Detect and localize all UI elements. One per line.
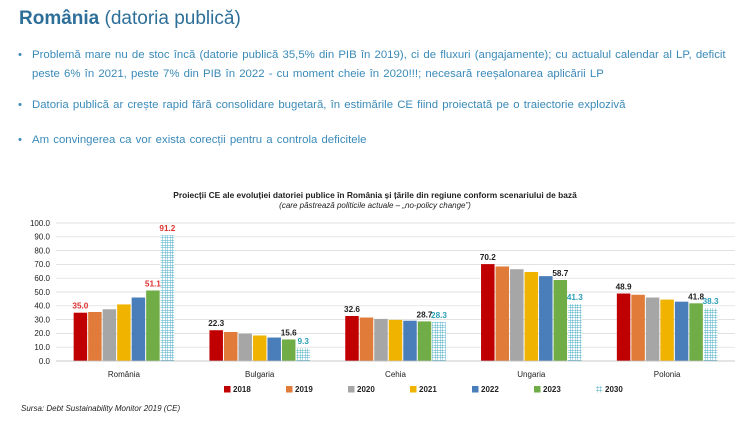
- y-tick-label: 50.0: [34, 288, 50, 297]
- data-label: 28.7: [417, 310, 433, 319]
- bullet-dot-icon: •: [18, 134, 22, 146]
- legend-swatch: [224, 386, 231, 393]
- legend-swatch: [410, 386, 417, 393]
- data-label: 35.0: [72, 302, 88, 311]
- data-label: 9.3: [298, 337, 310, 346]
- bar-2020: [102, 309, 117, 361]
- bar-2019: [88, 312, 102, 361]
- bar-2023: [281, 339, 296, 361]
- bar-2023: [146, 290, 160, 361]
- bar-2022: [539, 276, 553, 361]
- bar-2030: [432, 321, 446, 361]
- bullet-list: • Problemă mare nu de stoc încă (datorie …: [16, 46, 734, 150]
- legend-label: 2022: [481, 385, 499, 394]
- legend-swatch: [286, 386, 293, 393]
- legend-swatch: [348, 386, 355, 393]
- legend-label: 2018: [233, 385, 251, 394]
- y-tick-label: 70.0: [34, 260, 50, 269]
- bar-2021: [388, 319, 403, 361]
- data-label: 15.6: [281, 328, 297, 337]
- bar-2020: [238, 333, 252, 361]
- y-tick-label: 100.0: [30, 219, 51, 228]
- y-tick-label: 10.0: [34, 343, 50, 352]
- bar-2021: [524, 271, 539, 361]
- data-label: 28.3: [431, 311, 447, 320]
- y-tick-label: 90.0: [34, 233, 50, 242]
- x-category-label: România: [108, 370, 141, 379]
- bullet-dot-icon: •: [18, 99, 22, 111]
- bar-2021: [252, 335, 267, 361]
- x-category-label: Ungaria: [517, 370, 546, 379]
- data-label: 38.3: [703, 297, 719, 306]
- source-note: Sursa: Debt Sustainability Monitor 2019 …: [21, 404, 181, 413]
- y-tick-label: 0.0: [39, 357, 51, 366]
- legend-swatch: [534, 386, 541, 393]
- bar-2030: [703, 308, 718, 361]
- bar-2022: [403, 320, 417, 361]
- data-label: 32.6: [344, 305, 360, 314]
- data-label: 22.3: [208, 319, 224, 328]
- bar-2019: [631, 294, 645, 361]
- data-label: 91.2: [159, 224, 175, 233]
- y-tick-label: 20.0: [34, 329, 50, 338]
- legend-label: 2019: [295, 385, 313, 394]
- title-topic: (datoria publică): [99, 8, 241, 29]
- legend-label: 2020: [357, 385, 375, 394]
- bar-2018: [616, 293, 631, 361]
- bullet-text: Datoria publică ar crește rapid fără con…: [32, 99, 626, 111]
- bar-2030: [568, 304, 582, 361]
- data-label: 41.8: [688, 292, 704, 301]
- bar-2023: [689, 303, 703, 361]
- bar-2023: [553, 279, 568, 361]
- chart-subtitle: (care păstrează politicile actuale – „no…: [279, 201, 471, 210]
- bullet-item: • Datoria publică ar crește rapid fără co…: [16, 96, 734, 115]
- bar-2022: [267, 337, 281, 361]
- y-tick-label: 60.0: [34, 274, 50, 283]
- x-category-label: Bulgaria: [245, 370, 275, 379]
- bar-2022: [131, 297, 146, 361]
- y-tick-label: 30.0: [34, 315, 50, 324]
- bar-2019: [359, 317, 374, 361]
- bar-2018: [481, 264, 495, 361]
- data-label: 48.9: [616, 283, 632, 292]
- bullet-item: • Am convingerea ca vor exista corecții p…: [16, 131, 734, 150]
- data-label: 70.2: [480, 253, 496, 262]
- bullet-text: Am convingerea ca vor exista corecții pe…: [32, 134, 367, 146]
- data-label: 41.3: [567, 293, 583, 302]
- bullet-text: Problemă mare nu de stoc încă (datorie p…: [32, 49, 726, 80]
- legend-label: 2021: [419, 385, 437, 394]
- y-tick-label: 80.0: [34, 246, 50, 255]
- data-label: 51.1: [145, 279, 161, 288]
- bar-2020: [510, 269, 524, 361]
- slide-title: România (datoria publică): [19, 8, 241, 30]
- y-tick-label: 40.0: [34, 302, 50, 311]
- legend-swatch: [472, 386, 479, 393]
- legend-label: 2030: [605, 385, 623, 394]
- legend-swatch: [596, 386, 603, 393]
- bar-2030: [160, 235, 175, 361]
- title-country: România: [19, 8, 100, 29]
- bullet-dot-icon: •: [18, 49, 22, 61]
- data-label: 58.7: [552, 269, 568, 278]
- chart-title: Proiecții CE ale evoluției datoriei publ…: [173, 190, 577, 200]
- bar-2023: [417, 321, 432, 361]
- bar-2018: [209, 330, 223, 361]
- bar-2021: [117, 304, 131, 361]
- bar-2022: [674, 301, 689, 361]
- bar-2019: [495, 266, 510, 361]
- bar-2020: [645, 297, 660, 361]
- legend-label: 2023: [543, 385, 561, 394]
- bar-2018: [345, 316, 359, 361]
- bar-2020: [374, 318, 388, 361]
- bar-2021: [660, 299, 674, 361]
- bar-2019: [223, 332, 238, 361]
- bar-2030: [296, 348, 310, 361]
- bullet-item: • Problemă mare nu de stoc încă (datorie …: [16, 46, 734, 84]
- x-category-label: Polonia: [654, 370, 681, 379]
- bar-2018: [73, 312, 88, 361]
- x-category-label: Cehia: [385, 370, 406, 379]
